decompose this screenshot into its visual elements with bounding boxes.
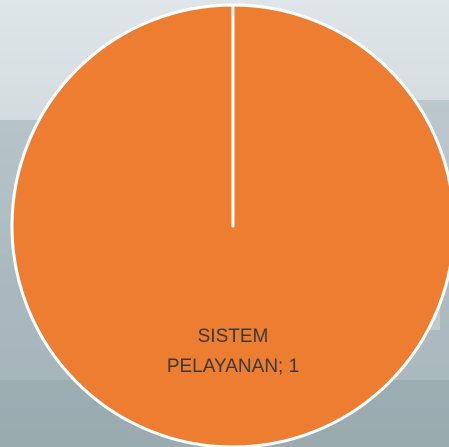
data-label: SISTEM PELAYANAN; 1 [158, 322, 308, 382]
chart-area: SISTEM PELAYANAN; 1 [0, 0, 449, 447]
